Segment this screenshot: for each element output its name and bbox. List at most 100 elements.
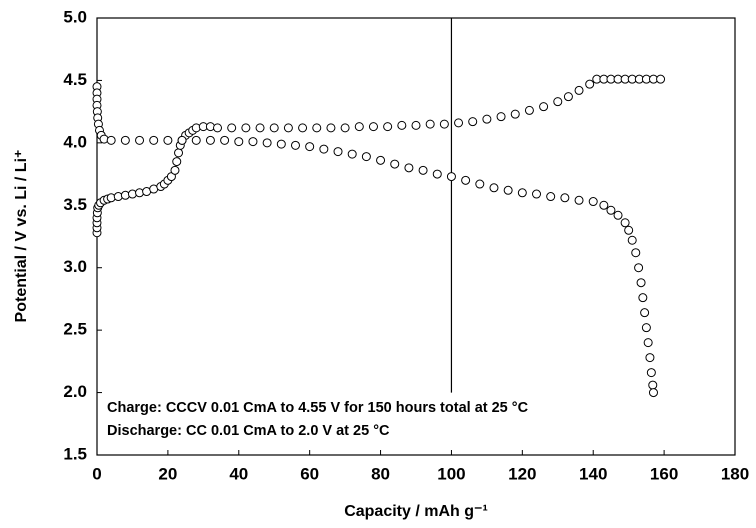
data-point	[503, 185, 513, 195]
data-point	[262, 138, 272, 148]
data-point	[276, 139, 286, 149]
data-point	[255, 123, 265, 133]
data-point	[177, 135, 187, 145]
data-point	[220, 135, 230, 145]
data-point	[290, 140, 300, 150]
annotation: Charge: CCCV 0.01 CmA to 4.55 V for 150 …	[107, 400, 529, 416]
data-point	[454, 118, 464, 128]
y-tick-label: 4.0	[63, 132, 87, 151]
data-point	[645, 353, 655, 363]
data-point	[149, 135, 159, 145]
data-point	[482, 114, 492, 124]
data-point	[248, 137, 258, 147]
annotation: Discharge: CC 0.01 CmA to 2.0 V at 25 °C	[107, 423, 390, 439]
data-point	[599, 200, 609, 210]
data-point	[563, 92, 573, 102]
data-point	[340, 123, 350, 133]
data-point	[172, 157, 182, 167]
data-point	[553, 97, 563, 107]
data-point	[326, 123, 336, 133]
data-point	[517, 188, 527, 198]
data-point	[227, 123, 237, 133]
data-point	[397, 120, 407, 130]
data-point	[546, 192, 556, 202]
data-point	[524, 105, 534, 115]
data-point	[174, 148, 184, 158]
data-point	[418, 165, 428, 175]
data-point	[404, 163, 414, 173]
y-tick-label: 1.5	[63, 444, 87, 463]
data-point	[368, 122, 378, 132]
x-tick-label: 0	[92, 464, 101, 483]
data-point	[489, 183, 499, 193]
data-point	[390, 159, 400, 169]
data-point	[510, 109, 520, 119]
data-point	[648, 380, 658, 390]
data-point	[574, 195, 584, 205]
x-tick-label: 120	[508, 464, 536, 483]
data-point	[656, 74, 666, 84]
data-point	[627, 235, 637, 245]
data-point	[439, 119, 449, 129]
y-tick-label: 5.0	[63, 7, 87, 26]
data-point	[383, 122, 393, 132]
data-point	[354, 122, 364, 132]
data-point	[170, 165, 180, 175]
data-point	[411, 120, 421, 130]
data-point	[234, 137, 244, 147]
data-point	[205, 135, 215, 145]
data-point	[305, 142, 315, 152]
data-point	[646, 368, 656, 378]
y-axis-title: Potential / V vs. Li / Li⁺	[13, 150, 30, 323]
x-axis-title: Capacity / mAh g⁻¹	[344, 503, 488, 520]
data-point	[634, 263, 644, 273]
x-tick-label: 100	[437, 464, 465, 483]
data-point	[347, 149, 357, 159]
data-point	[468, 117, 478, 127]
x-tick-label: 180	[721, 464, 749, 483]
x-tick-label: 60	[300, 464, 319, 483]
data-point	[475, 179, 485, 189]
data-point	[638, 293, 648, 303]
data-point	[560, 193, 570, 203]
data-point	[446, 172, 456, 182]
data-point	[585, 79, 595, 89]
data-point	[191, 135, 201, 145]
x-tick-label: 160	[650, 464, 678, 483]
x-tick-label: 20	[158, 464, 177, 483]
data-point	[631, 248, 641, 258]
data-point	[574, 85, 584, 95]
data-point	[461, 175, 471, 185]
data-point	[539, 102, 549, 112]
data-point	[135, 135, 145, 145]
data-point	[640, 308, 650, 318]
data-point	[606, 205, 616, 215]
data-point	[496, 112, 506, 122]
data-point	[312, 123, 322, 133]
data-point	[120, 135, 130, 145]
data-point	[613, 210, 623, 220]
y-tick-label: 3.5	[63, 195, 87, 214]
y-tick-label: 2.0	[63, 382, 87, 401]
data-point	[624, 225, 634, 235]
data-point	[620, 218, 630, 228]
data-point	[241, 123, 251, 133]
data-point	[319, 144, 329, 154]
data-point	[636, 278, 646, 288]
data-point	[269, 123, 279, 133]
data-point	[376, 155, 386, 165]
data-point	[588, 197, 598, 207]
data-point	[298, 123, 308, 133]
x-tick-label: 140	[579, 464, 607, 483]
data-point	[361, 152, 371, 162]
data-point	[333, 147, 343, 157]
data-point	[425, 119, 435, 129]
x-tick-label: 80	[371, 464, 390, 483]
data-point	[643, 338, 653, 348]
y-tick-label: 3.0	[63, 257, 87, 276]
y-tick-label: 4.5	[63, 70, 87, 89]
x-tick-label: 40	[229, 464, 248, 483]
data-point	[648, 388, 658, 398]
data-point	[532, 189, 542, 199]
